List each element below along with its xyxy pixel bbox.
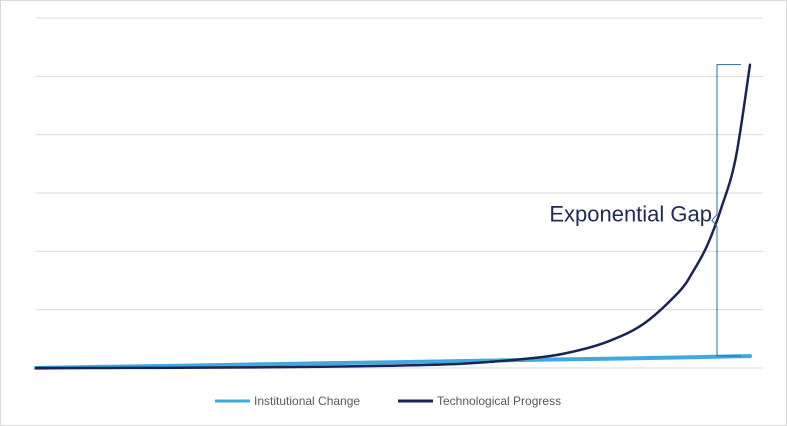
legend: Institutional Change Technological Progr… <box>215 394 561 408</box>
legend-label-institutional-change: Institutional Change <box>254 394 360 408</box>
gap-brace <box>711 64 741 357</box>
series-line-institutional-change <box>34 354 752 370</box>
series-line-technological-progress <box>34 63 752 370</box>
gap-annotation: Exponential Gap <box>549 64 741 357</box>
gap-annotation-label: Exponential Gap <box>549 201 712 226</box>
legend-label-technological-progress: Technological Progress <box>437 394 561 408</box>
series-lines <box>34 63 752 370</box>
